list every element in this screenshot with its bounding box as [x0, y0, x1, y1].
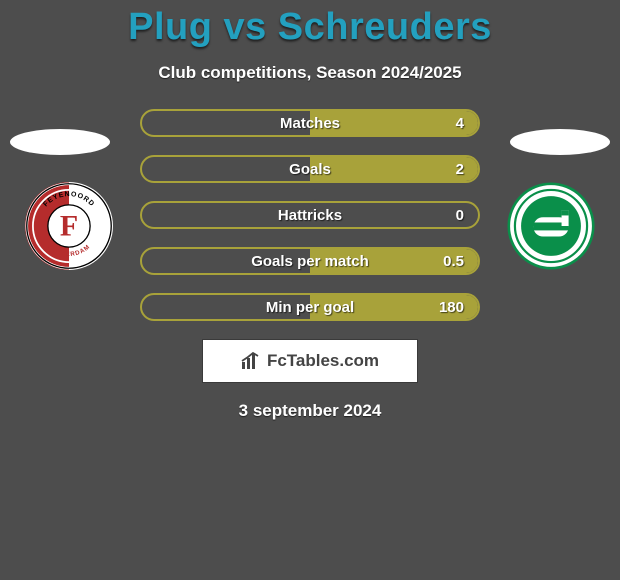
- stat-label: Hattricks: [142, 203, 478, 227]
- stat-row-matches: Matches 4: [140, 109, 480, 137]
- player-silhouette-left: [10, 129, 110, 155]
- subtitle: Club competitions, Season 2024/2025: [0, 63, 620, 83]
- stat-row-goals: Goals 2: [140, 155, 480, 183]
- player-silhouette-right: [510, 129, 610, 155]
- stat-right-value: 180: [439, 295, 464, 319]
- club-logo-right: [507, 182, 595, 270]
- stat-row-gpm: Goals per match 0.5: [140, 247, 480, 275]
- stat-label: Goals per match: [142, 249, 478, 273]
- stat-label: Matches: [142, 111, 478, 135]
- stat-row-hattricks: Hattricks 0: [140, 201, 480, 229]
- stat-right-value: 0: [456, 203, 464, 227]
- stats-list: Matches 4 Goals 2 Hattricks 0 Goals per …: [140, 109, 480, 321]
- stat-row-mpg: Min per goal 180: [140, 293, 480, 321]
- stat-right-value: 0.5: [443, 249, 464, 273]
- brand-box[interactable]: FcTables.com: [202, 339, 418, 383]
- date-label: 3 september 2024: [0, 401, 620, 421]
- stat-label: Min per goal: [142, 295, 478, 319]
- brand-text: FcTables.com: [241, 351, 379, 371]
- bars-icon: [241, 352, 263, 370]
- stat-right-value: 4: [456, 111, 464, 135]
- stat-label: Goals: [142, 157, 478, 181]
- brand-label: FcTables.com: [267, 351, 379, 371]
- club-logo-left: FEYENOORD ROTTERDAM F: [25, 182, 113, 270]
- stat-right-value: 2: [456, 157, 464, 181]
- svg-text:F: F: [60, 210, 78, 243]
- comparison-card: Plug vs Schreuders Club competitions, Se…: [0, 6, 620, 580]
- page-title: Plug vs Schreuders: [0, 6, 620, 49]
